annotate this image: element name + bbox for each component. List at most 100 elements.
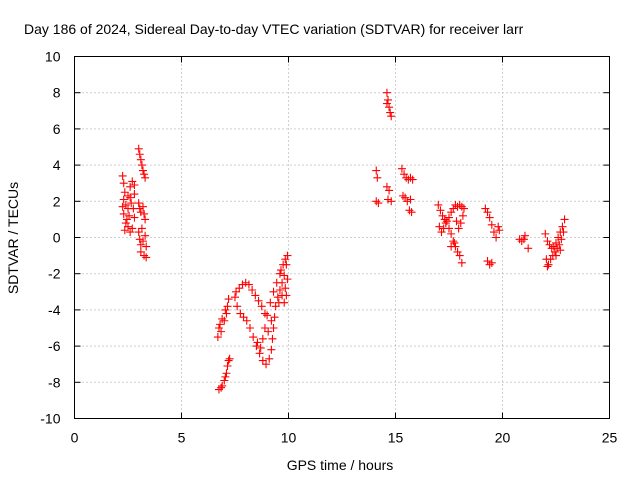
data-point: [559, 228, 568, 237]
data-point: [407, 208, 416, 217]
data-point: [555, 240, 564, 249]
data-point: [218, 314, 227, 323]
data-point: [126, 182, 135, 191]
data-point: [223, 362, 232, 371]
data-point: [224, 356, 233, 365]
data-point: [458, 211, 467, 220]
data-point: [385, 186, 394, 195]
data-point: [487, 258, 496, 267]
data-point: [382, 99, 391, 108]
data-point: [220, 316, 229, 325]
data-point: [257, 302, 266, 311]
data-point: [263, 311, 272, 320]
data-point: [121, 219, 130, 228]
data-point: [434, 200, 443, 209]
data-point: [449, 204, 458, 213]
data-point: [384, 95, 393, 104]
data-point: [118, 171, 127, 180]
x-tick-labels: 0 5 10 15 20 25: [71, 430, 618, 446]
series-1: [118, 144, 151, 262]
series-4: [434, 200, 569, 271]
data-point: [546, 255, 555, 264]
data-point: [260, 309, 269, 318]
data-point: [137, 224, 146, 233]
data-point: [373, 173, 382, 182]
data-point: [441, 219, 450, 228]
data-point: [372, 197, 381, 206]
data-point: [272, 278, 281, 287]
y-tick-label: -6: [48, 338, 61, 354]
y-tick-label: 2: [53, 193, 61, 209]
data-point: [268, 334, 277, 343]
data-point: [138, 237, 147, 246]
data-point: [281, 284, 290, 293]
data-point: [452, 217, 461, 226]
data-point: [401, 193, 410, 202]
data-point: [223, 302, 232, 311]
y-axis-title: SDTVAR / TECUs: [5, 182, 21, 294]
data-point: [459, 204, 468, 213]
data-point: [256, 343, 265, 352]
data-point: [406, 173, 415, 182]
data-point: [273, 293, 282, 302]
data-point: [280, 298, 289, 307]
data-point: [435, 222, 444, 231]
data-point: [255, 349, 264, 358]
data-point: [269, 324, 278, 332]
data-point: [408, 175, 417, 184]
data-point: [495, 226, 504, 235]
y-tick-label: 4: [53, 157, 61, 173]
data-point: [447, 208, 456, 217]
data-point: [397, 164, 406, 173]
data-point: [253, 338, 262, 347]
data-point: [266, 298, 275, 307]
data-point: [457, 202, 466, 211]
data-point: [387, 197, 396, 206]
data-point: [277, 266, 286, 275]
data-point: [216, 320, 225, 329]
data-point: [382, 88, 391, 97]
y-tick-labels: -10 -8 -6 -4 -2 0 2 4 6 8 10: [40, 49, 60, 427]
data-point: [140, 170, 149, 179]
data-point: [130, 181, 139, 190]
data-point: [134, 199, 143, 208]
data-point: [262, 360, 271, 369]
data-point: [541, 229, 550, 238]
x-tick-label: 25: [602, 430, 618, 446]
data-point: [265, 354, 274, 363]
data-point: [269, 287, 278, 296]
data-point: [136, 155, 145, 164]
data-point: [520, 231, 529, 240]
data-point: [130, 190, 139, 199]
data-point: [221, 305, 230, 314]
data-point: [485, 260, 494, 269]
data-point: [125, 211, 134, 220]
data-point: [126, 193, 135, 202]
data-point: [519, 235, 528, 244]
x-tick-label: 20: [495, 430, 511, 446]
data-point: [267, 316, 276, 325]
data-point: [455, 200, 464, 209]
data-point: [487, 220, 496, 229]
data-point: [252, 342, 261, 351]
data-point: [558, 222, 567, 231]
data-point: [138, 202, 147, 211]
data-point: [481, 204, 490, 213]
data-point: [233, 302, 242, 311]
data-point: [213, 333, 222, 342]
data-point: [283, 275, 292, 284]
y-tick-label: -4: [48, 302, 61, 318]
data-point: [544, 260, 553, 269]
data-point: [264, 327, 273, 336]
data-point: [221, 372, 230, 381]
data-point: [436, 206, 445, 215]
data-point: [128, 177, 137, 186]
grid: [74, 56, 610, 419]
data-point: [258, 334, 267, 343]
data-point: [142, 242, 151, 251]
data-point: [447, 229, 456, 238]
data-point: [438, 211, 447, 220]
data-point: [249, 333, 258, 342]
data-point: [138, 166, 147, 175]
